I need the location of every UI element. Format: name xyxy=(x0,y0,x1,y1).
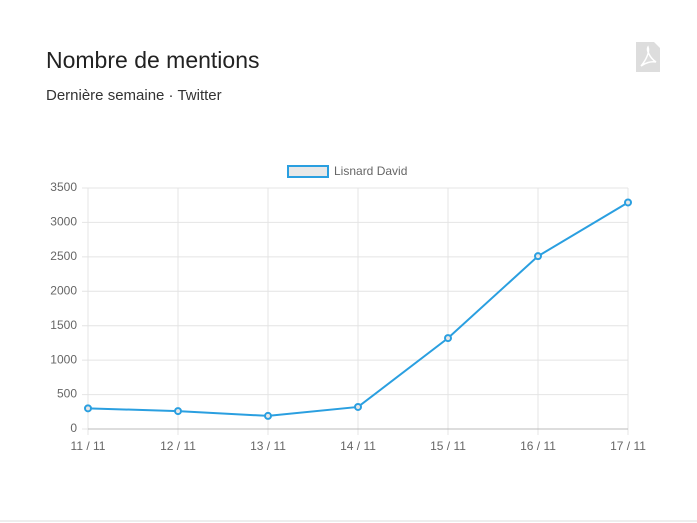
y-tick-label: 1000 xyxy=(50,352,77,366)
data-point xyxy=(444,334,452,343)
y-tick-label: 2500 xyxy=(50,249,77,263)
data-point xyxy=(84,404,92,413)
y-tick-label: 3500 xyxy=(50,180,77,194)
y-tick-label: 1500 xyxy=(50,318,77,332)
x-tick-label: 13 / 11 xyxy=(250,439,286,453)
data-point xyxy=(354,402,362,411)
legend-swatch xyxy=(287,165,329,178)
x-tick-label: 16 / 11 xyxy=(520,439,556,453)
y-tick-label: 500 xyxy=(57,387,77,401)
y-tick-label: 2000 xyxy=(50,283,77,297)
legend-label: Lisnard David xyxy=(334,164,407,178)
pdf-export-icon[interactable] xyxy=(636,42,660,72)
data-point xyxy=(624,198,632,207)
x-tick-label: 17 / 11 xyxy=(610,439,646,453)
x-tick-label: 11 / 11 xyxy=(71,439,106,453)
data-point xyxy=(534,252,542,261)
data-point xyxy=(174,407,182,416)
y-tick-label: 0 xyxy=(70,421,77,435)
y-tick-label: 3000 xyxy=(50,215,77,229)
x-tick-label: 15 / 11 xyxy=(430,439,466,453)
chart-title: Nombre de mentions xyxy=(46,47,260,73)
data-point xyxy=(264,411,272,420)
x-tick-label: 12 / 11 xyxy=(160,439,196,453)
chart-subtitle: Dernière semaine · Twitter xyxy=(46,87,222,104)
x-tick-label: 14 / 11 xyxy=(340,439,376,453)
